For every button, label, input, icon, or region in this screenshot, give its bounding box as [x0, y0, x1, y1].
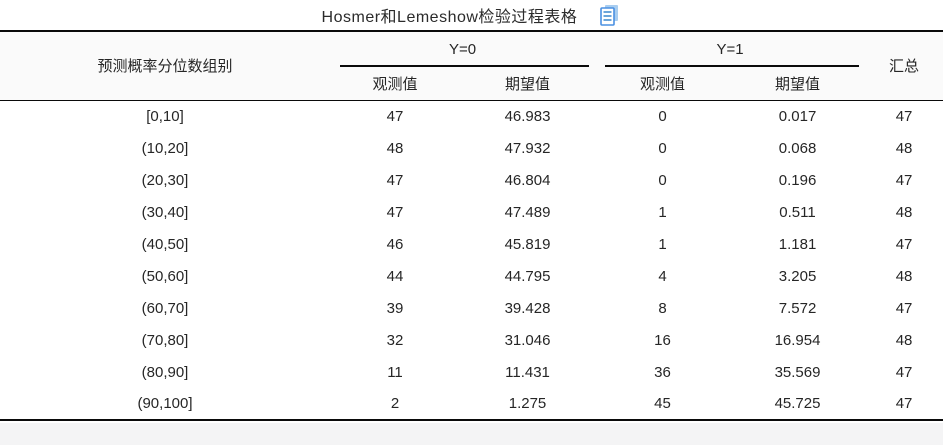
total-cell: 48	[865, 260, 943, 292]
y1-observed-cell: 1	[595, 228, 731, 260]
group-cell: (70,80]	[0, 324, 330, 356]
table-header: 预测概率分位数组别 Y=0 Y=1 汇总 观测值 期望值 观测值 期望值	[0, 31, 943, 100]
y1-expected-cell: 0.196	[730, 164, 866, 196]
header-group-column: 预测概率分位数组别	[97, 58, 233, 76]
y0-expected-cell: 11.431	[460, 356, 596, 388]
y1-observed-cell: 1	[595, 196, 731, 228]
y1-expected-cell: 7.572	[730, 292, 866, 324]
total-cell: 47	[865, 356, 943, 388]
table-row: (90,100] 2 1.275 45 45.725 47	[0, 388, 943, 420]
y0-expected-cell: 45.819	[460, 228, 596, 260]
group-cell: [0,10]	[0, 100, 330, 132]
table-row: (30,40] 47 47.489 1 0.511 48	[0, 196, 943, 228]
copy-table-icon	[597, 3, 621, 27]
table-row: (10,20] 48 47.932 0 0.068 48	[0, 132, 943, 164]
y1-expected-cell: 0.017	[730, 100, 866, 132]
y0-expected-cell: 1.275	[460, 388, 596, 420]
total-cell: 47	[865, 100, 943, 132]
y0-observed-cell: 47	[330, 100, 460, 132]
group-cell: (30,40]	[0, 196, 330, 228]
y0-observed-cell: 47	[330, 164, 460, 196]
total-cell: 47	[865, 164, 943, 196]
table-row: (20,30] 47 46.804 0 0.196 47	[0, 164, 943, 196]
y1-observed-cell: 8	[595, 292, 731, 324]
table-title-bar: Hosmer和Lemeshow检验过程表格	[0, 0, 943, 30]
y0-expected-cell: 31.046	[460, 324, 596, 356]
table-row: (80,90] 11 11.431 36 35.569 47	[0, 356, 943, 388]
y0-observed-cell: 2	[330, 388, 460, 420]
y1-observed-cell: 0	[595, 164, 731, 196]
y1-observed-cell: 36	[595, 356, 731, 388]
group-cell: (80,90]	[0, 356, 330, 388]
y1-expected-cell: 1.181	[730, 228, 866, 260]
table-row: [0,10] 47 46.983 0 0.017 47	[0, 100, 943, 132]
y1-observed-cell: 45	[595, 388, 731, 420]
total-cell: 47	[865, 292, 943, 324]
y0-expected-cell: 47.489	[460, 196, 596, 228]
header-total-column: 汇总	[889, 58, 920, 76]
total-cell: 47	[865, 228, 943, 260]
table-row: (60,70] 39 39.428 8 7.572 47	[0, 292, 943, 324]
copy-table-button[interactable]	[597, 3, 621, 27]
page-background-strip	[0, 423, 943, 445]
y1-observed-cell: 16	[595, 324, 731, 356]
y1-expected-cell: 35.569	[730, 356, 866, 388]
y1-expected-cell: 16.954	[730, 324, 866, 356]
group-cell: (90,100]	[0, 388, 330, 420]
group-cell: (50,60]	[0, 260, 330, 292]
y0-observed-cell: 11	[330, 356, 460, 388]
group-cell: (20,30]	[0, 164, 330, 196]
header-y0-expected: 期望值	[505, 75, 551, 93]
table-row: (40,50] 46 45.819 1 1.181 47	[0, 228, 943, 260]
y0-observed-cell: 47	[330, 196, 460, 228]
header-y1-group: Y=1	[595, 31, 865, 67]
group-cell: (40,50]	[0, 228, 330, 260]
y1-observed-cell: 0	[595, 132, 731, 164]
y0-expected-cell: 47.932	[460, 132, 596, 164]
y0-expected-cell: 44.795	[460, 260, 596, 292]
y0-expected-cell: 46.983	[460, 100, 596, 132]
total-cell: 48	[865, 324, 943, 356]
total-cell: 48	[865, 132, 943, 164]
page-title: Hosmer和Lemeshow检验过程表格	[321, 9, 578, 26]
table-row: (50,60] 44 44.795 4 3.205 48	[0, 260, 943, 292]
header-y1-expected: 期望值	[775, 75, 821, 93]
y1-expected-cell: 3.205	[730, 260, 866, 292]
header-y1-observed: 观测值	[640, 75, 686, 93]
y0-observed-cell: 32	[330, 324, 460, 356]
table-row: (70,80] 32 31.046 16 16.954 48	[0, 324, 943, 356]
y0-expected-cell: 39.428	[460, 292, 596, 324]
y0-observed-cell: 39	[330, 292, 460, 324]
header-y0-observed: 观测值	[372, 75, 418, 93]
total-cell: 47	[865, 388, 943, 420]
total-cell: 48	[865, 196, 943, 228]
group-cell: (60,70]	[0, 292, 330, 324]
group-cell: (10,20]	[0, 132, 330, 164]
table-body: [0,10] 47 46.983 0 0.017 47 (10,20] 48 4…	[0, 100, 943, 420]
y1-observed-cell: 0	[595, 100, 731, 132]
y0-observed-cell: 48	[330, 132, 460, 164]
y1-observed-cell: 4	[595, 260, 731, 292]
y0-observed-cell: 46	[330, 228, 460, 260]
y1-expected-cell: 45.725	[730, 388, 866, 420]
hosmer-lemeshow-table: 预测概率分位数组别 Y=0 Y=1 汇总 观测值 期望值 观测值 期望值 [0,…	[0, 30, 943, 421]
y0-expected-cell: 46.804	[460, 164, 596, 196]
y1-expected-cell: 0.511	[730, 196, 866, 228]
y0-observed-cell: 44	[330, 260, 460, 292]
header-y0-group: Y=0	[330, 31, 595, 67]
y1-expected-cell: 0.068	[730, 132, 866, 164]
